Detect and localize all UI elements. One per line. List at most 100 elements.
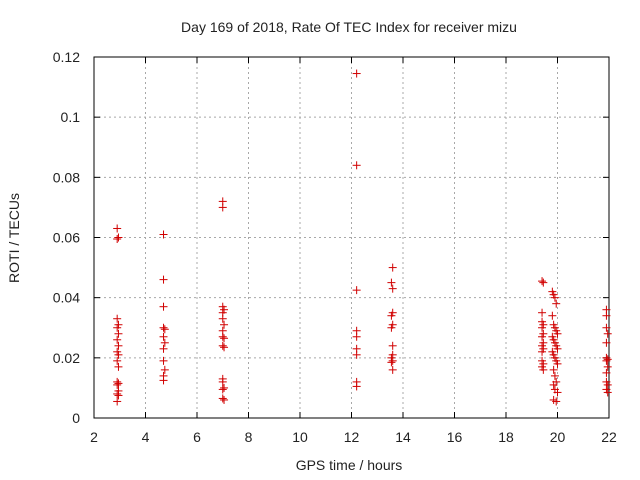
- data-point: [352, 382, 361, 391]
- data-point: [603, 362, 612, 371]
- data-point: [159, 230, 168, 239]
- data-point: [388, 365, 397, 374]
- data-point: [160, 338, 169, 347]
- data-point: [113, 323, 122, 332]
- data-point: [388, 341, 397, 350]
- x-tick-label: 6: [193, 429, 201, 445]
- data-point: [538, 347, 547, 356]
- y-tick-label: 0.06: [53, 230, 80, 246]
- data-point: [388, 356, 397, 365]
- data-point: [159, 344, 168, 353]
- data-point: [538, 323, 547, 332]
- data-point: [218, 377, 227, 386]
- x-tick-labels: 2 4 6 8 10 12 14 16 18 20 22: [90, 429, 617, 445]
- x-tick-label: 4: [142, 429, 150, 445]
- data-point: [539, 278, 548, 287]
- chart-title: Day 169 of 2018, Rate Of TEC Index for r…: [181, 19, 517, 35]
- data-point: [218, 385, 227, 394]
- data-point: [548, 311, 557, 320]
- data-point: [539, 365, 548, 374]
- x-tick-label: 8: [245, 429, 253, 445]
- data-point: [549, 365, 558, 374]
- data-point: [160, 365, 169, 374]
- x-tick-label: 20: [550, 429, 566, 445]
- data-point: [114, 379, 123, 388]
- data-point: [603, 380, 612, 389]
- data-point: [552, 397, 561, 406]
- data-point: [159, 376, 168, 385]
- data-point: [114, 391, 123, 400]
- data-point: [113, 235, 122, 244]
- data-point: [552, 299, 561, 308]
- data-point: [113, 224, 122, 233]
- data-point: [159, 275, 168, 284]
- data-point: [352, 161, 361, 170]
- data-point: [113, 397, 122, 406]
- data-point: [113, 356, 122, 365]
- data-point: [602, 323, 611, 332]
- x-tick-label: 18: [498, 429, 514, 445]
- data-point: [218, 341, 227, 350]
- data-point: [352, 332, 361, 341]
- data-point: [220, 320, 229, 329]
- data-point: [352, 69, 361, 78]
- data-point: [553, 344, 562, 353]
- data-point: [538, 277, 547, 286]
- data-point: [387, 323, 396, 332]
- data-point: [553, 329, 562, 338]
- data-point: [159, 323, 168, 332]
- x-tick-label: 14: [395, 429, 411, 445]
- data-point: [220, 334, 229, 343]
- data-point: [113, 380, 122, 389]
- data-point: [603, 329, 612, 338]
- data-point: [387, 358, 396, 367]
- data-point: [603, 355, 612, 364]
- data-point: [218, 332, 227, 341]
- data-point: [220, 395, 229, 404]
- y-tick-label: 0.12: [53, 49, 80, 65]
- data-point: [388, 284, 397, 293]
- y-tick-label: 0.08: [53, 169, 80, 185]
- x-tick-label: 22: [601, 429, 617, 445]
- data-point: [550, 293, 559, 302]
- data-point: [218, 203, 227, 212]
- data-point: [602, 368, 611, 377]
- data-point: [113, 314, 122, 323]
- data-point: [553, 359, 562, 368]
- data-point: [160, 325, 169, 334]
- data-point: [352, 350, 361, 359]
- data-point: [553, 388, 562, 397]
- data-point: [603, 388, 612, 397]
- data-point: [218, 314, 227, 323]
- x-tick-label: 12: [344, 429, 360, 445]
- data-point: [387, 278, 396, 287]
- data-point: [387, 311, 396, 320]
- data-point: [538, 332, 547, 341]
- y-tick-label: 0.1: [61, 109, 81, 125]
- y-axis-label: ROTI / TECUs: [6, 193, 22, 283]
- x-tick-label: 16: [447, 429, 463, 445]
- x-axis-label: GPS time / hours: [296, 457, 403, 473]
- y-tick-labels: 0 0.02 0.04 0.06 0.08 0.1 0.12: [53, 49, 80, 426]
- data-point: [159, 356, 168, 365]
- data-points: [113, 69, 612, 406]
- x-tick-label: 10: [292, 429, 308, 445]
- data-point: [114, 341, 123, 350]
- data-point: [113, 389, 122, 398]
- y-tick-label: 0: [72, 410, 80, 426]
- x-tick-label: 2: [90, 429, 98, 445]
- data-point: [549, 380, 558, 389]
- data-point: [218, 394, 227, 403]
- data-point: [114, 362, 123, 371]
- data-point: [602, 311, 611, 320]
- data-point: [114, 329, 123, 338]
- data-point: [114, 233, 123, 242]
- grid: [94, 57, 609, 418]
- y-tick-label: 0.02: [53, 350, 80, 366]
- data-point: [220, 383, 229, 392]
- data-point: [550, 371, 559, 380]
- data-point: [602, 356, 611, 365]
- data-point: [113, 335, 122, 344]
- data-point: [159, 302, 168, 311]
- data-point: [159, 332, 168, 341]
